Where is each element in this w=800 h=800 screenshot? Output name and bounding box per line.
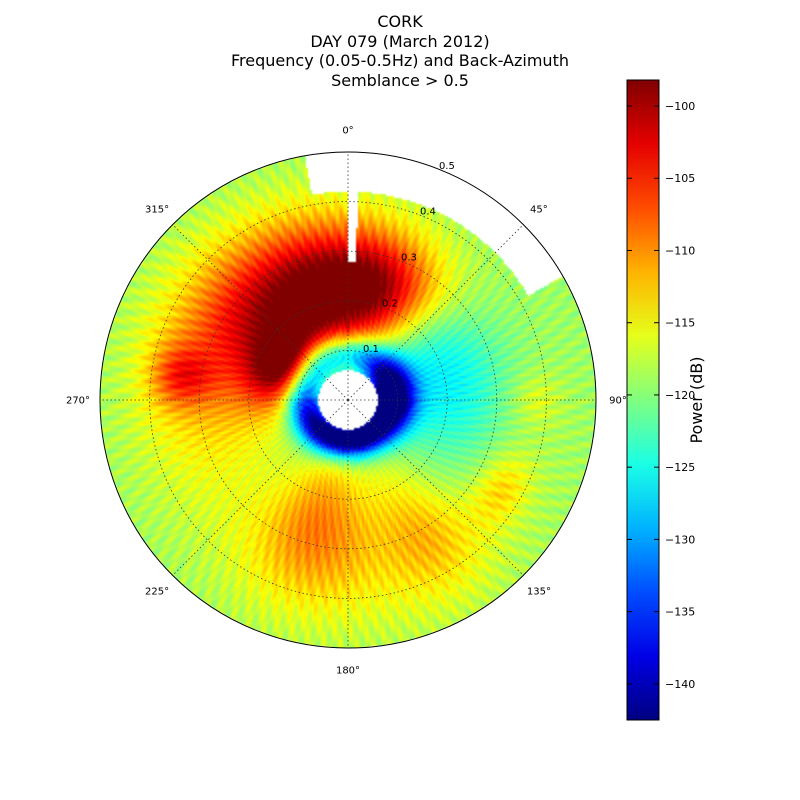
plot-outline [99,151,597,649]
angle-tick-label: 135° [527,586,551,597]
radial-tick-label: 0.2 [382,298,398,309]
angular-grid-line [172,224,349,401]
radial-tick-label: 0.1 [363,344,379,355]
angle-tick-label: 270° [66,396,90,407]
angle-tick-label: 45° [530,205,548,216]
title-line: CORK [377,12,423,31]
colorbar-tick-label: −120 [665,389,695,402]
radial-grid-circle [149,201,547,599]
colorbar-tick-label: −135 [665,606,695,619]
colorbar-scale [626,79,660,721]
title-line: Semblance > 0.5 [331,70,469,90]
colorbar-tick-label: −105 [665,172,695,185]
radial-tick-labels: 0.1 0.2 0.3 0.4 0.5 [363,161,455,355]
angle-tick-label: 315° [145,205,169,216]
angular-grid-line [172,399,349,576]
angle-tick-label: 90° [609,396,627,407]
colorbar: −100 −105 −110 −115 −120 −125 −130 −135 −140 Pow… [626,79,706,721]
colorbar-tick-label: −100 [665,100,695,113]
angular-grid-line [347,224,524,401]
angular-grid-line [347,399,524,576]
colorbar-label: Power (dB) [687,356,706,443]
angle-tick-label: 225° [145,586,169,597]
radial-grid-circle [248,300,448,500]
colorbar-tick-label: −130 [665,533,695,546]
colorbar-tick-label: −140 [665,678,695,691]
angle-tick-label: 0° [342,126,353,137]
colorbar-tick-label: −110 [665,244,695,257]
chart-title: CORK DAY 079 (March 2012) Frequency (0.0… [150,12,650,90]
colorbar-ticks: −100 −105 −110 −115 −120 −125 −130 −135 −140 [627,100,695,691]
angle-tick-label: 180° [336,666,360,677]
colorbar-tick-label: −115 [665,317,695,330]
polar-grid [100,152,596,648]
colorbar-tick-label: −125 [665,461,695,474]
radial-grid-circle [297,349,398,450]
radial-tick-label: 0.4 [420,207,436,218]
title-line: DAY 079 (March 2012) [310,31,490,51]
title-line: Frequency (0.05-0.5Hz) and Back-Azimuth [231,51,569,70]
radial-tick-label: 0.5 [439,161,455,172]
radial-tick-label: 0.3 [401,253,417,264]
angle-tick-labels: 0° 45° 90° 135° 180° 225° 270° 315° [66,126,627,677]
